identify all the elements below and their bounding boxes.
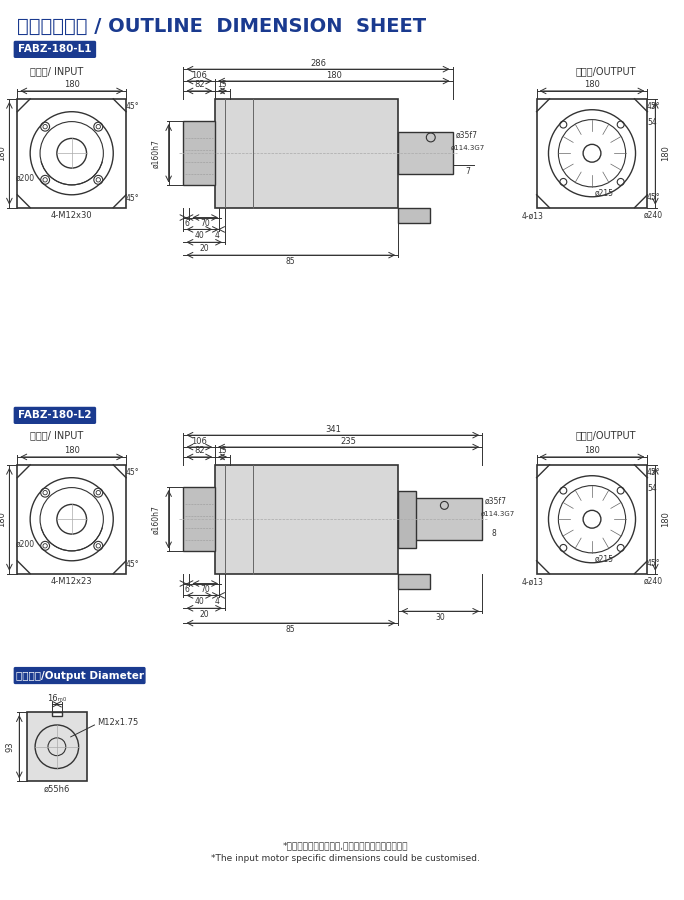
Text: 180: 180 [661,511,670,527]
Text: 7: 7 [465,166,470,176]
Text: 93: 93 [6,742,15,752]
Bar [398,132,453,174]
Text: ø160h7: ø160h7 [151,139,160,167]
Text: 6: 6 [184,219,189,228]
Text: ø35f7: ø35f7 [485,497,507,506]
Text: FABZ-180-L2: FABZ-180-L2 [18,410,92,420]
Text: 4-ø13: 4-ø13 [522,578,544,587]
Bar [215,464,398,573]
Text: 180: 180 [0,511,6,527]
Bar [215,99,398,208]
Text: 85: 85 [286,256,295,266]
Text: 54: 54 [648,484,657,493]
Text: 82: 82 [194,446,205,455]
FancyBboxPatch shape [14,408,96,423]
Text: 180: 180 [64,446,79,455]
Text: 4-M12x23: 4-M12x23 [51,577,92,586]
Text: 4-M12x30: 4-M12x30 [51,212,92,220]
Text: 6: 6 [184,585,189,594]
Text: 70: 70 [200,219,210,228]
Text: 20: 20 [200,609,209,618]
Text: 106: 106 [192,436,207,446]
Text: ø200: ø200 [16,174,35,183]
Text: ø114.3G7: ø114.3G7 [451,144,486,150]
Text: 45°: 45° [646,559,660,568]
Text: 输入端/ INPUT: 输入端/ INPUT [30,66,83,77]
Text: 45°: 45° [125,103,139,112]
Text: ø160h7: ø160h7 [151,505,160,534]
Text: 15: 15 [218,80,227,89]
Text: 180: 180 [326,70,342,79]
Text: ø240: ø240 [644,577,663,586]
FancyBboxPatch shape [14,41,96,58]
Text: 40: 40 [194,231,205,240]
Bar [537,464,647,573]
Bar [537,99,647,208]
Bar [52,712,62,716]
Bar [17,99,126,208]
Text: 82: 82 [194,80,205,89]
Text: 16ₘ₀: 16ₘ₀ [47,694,66,703]
Text: 180: 180 [584,80,600,89]
Text: ø215: ø215 [594,554,614,563]
Bar [183,487,215,552]
Text: M12x1.75: M12x1.75 [98,717,139,726]
Text: FABZ-180-L1: FABZ-180-L1 [18,44,92,54]
Text: 85: 85 [286,625,295,634]
Text: 4-ø13: 4-ø13 [522,212,544,221]
FancyBboxPatch shape [14,668,145,683]
Text: 180: 180 [0,145,6,161]
Text: 235: 235 [341,436,356,446]
Text: ø200: ø200 [16,539,35,548]
Text: 180: 180 [584,446,600,455]
Text: 180: 180 [64,80,79,89]
Bar [398,573,430,590]
Text: 输入端/ INPUT: 输入端/ INPUT [30,430,83,440]
Text: 106: 106 [192,70,207,79]
Text: *输入马达连接板之尺寸,可根据客户要求单独定做。: *输入马达连接板之尺寸,可根据客户要求单独定做。 [283,842,408,850]
Text: ø35f7: ø35f7 [456,130,477,140]
Text: 45°: 45° [646,103,660,112]
Text: ø55h6: ø55h6 [44,785,70,794]
Bar [183,122,215,185]
Text: 45°: 45° [646,468,660,477]
Text: 输出端/OUTPUT: 输出端/OUTPUT [576,66,636,77]
Bar [398,491,416,548]
Bar [398,499,482,540]
Text: 15: 15 [218,446,227,455]
Text: ø240: ø240 [644,212,663,220]
Text: 286: 286 [310,58,326,68]
Text: 45°: 45° [125,194,139,203]
Text: 40: 40 [194,597,205,606]
Bar [17,464,126,573]
Text: *The input motor specific dimensions could be customised.: *The input motor specific dimensions cou… [211,854,480,863]
Text: 45°: 45° [125,560,139,569]
Text: 45°: 45° [125,468,139,477]
Text: 输出端/OUTPUT: 输出端/OUTPUT [576,430,636,440]
Bar [398,208,430,223]
Text: 70: 70 [200,585,210,594]
Text: 341: 341 [325,425,341,434]
Text: 8: 8 [492,528,497,537]
Text: 54: 54 [648,118,657,127]
Text: 4: 4 [215,597,220,606]
Text: 外形尺寸圖表 / OUTLINE  DIMENSION  SHEET: 外形尺寸圖表 / OUTLINE DIMENSION SHEET [17,17,426,36]
Text: 输出轴径/Output Diameter: 输出轴径/Output Diameter [16,670,144,680]
Bar [27,712,87,781]
Text: 20: 20 [200,244,209,253]
Text: 4: 4 [215,231,220,240]
Text: ø215: ø215 [594,188,614,197]
Text: 180: 180 [661,145,670,161]
Text: 45°: 45° [646,194,660,202]
Text: 30: 30 [435,613,445,622]
Text: ø114.3G7: ø114.3G7 [481,510,515,517]
